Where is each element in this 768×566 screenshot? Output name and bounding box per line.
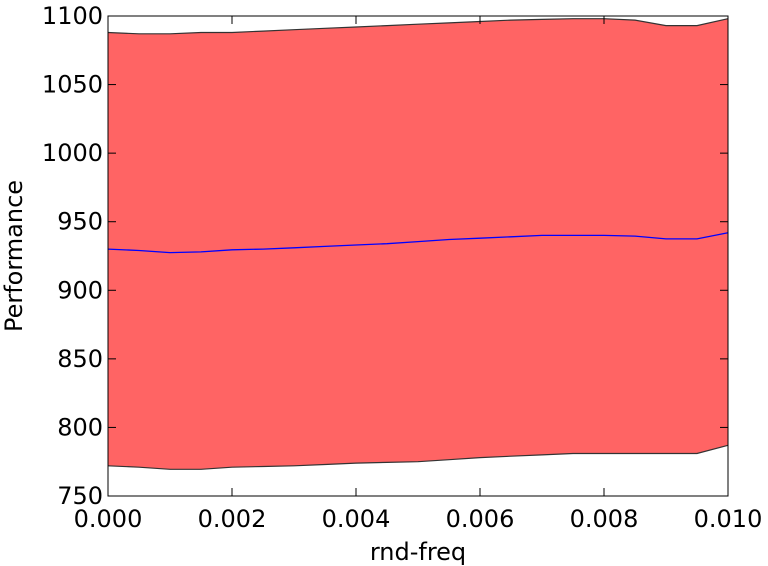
y-axis-title: Performance bbox=[0, 180, 28, 332]
y-tick-label: 900 bbox=[57, 276, 103, 304]
y-tick-label: 950 bbox=[57, 208, 103, 236]
x-tick-label: 0.004 bbox=[322, 505, 391, 533]
y-tick-label: 1000 bbox=[42, 139, 103, 167]
upper-bound-line bbox=[107, 18, 729, 35]
x-tick-label: 0.010 bbox=[694, 505, 763, 533]
mean-line bbox=[107, 232, 729, 254]
plot-frame bbox=[107, 15, 729, 497]
x-tick-label: 0.006 bbox=[446, 505, 515, 533]
y-tick-label: 850 bbox=[57, 345, 103, 373]
y-tick-label: 750 bbox=[57, 482, 103, 510]
plot-area bbox=[107, 15, 729, 497]
x-tick-label: 0.002 bbox=[198, 505, 267, 533]
y-tick-label: 800 bbox=[57, 413, 103, 441]
x-tick-label: 0.008 bbox=[570, 505, 639, 533]
y-tick-label: 1100 bbox=[42, 2, 103, 30]
std-band bbox=[108, 18, 728, 470]
lower-bound-line bbox=[107, 444, 729, 470]
y-tick-label: 1050 bbox=[42, 71, 103, 99]
x-tick-label: 0.000 bbox=[74, 505, 143, 533]
axis-ticks: 0.000 0.002 0.004 0.006 0.008 0.010 750 800 850 9… bbox=[42, 2, 762, 533]
x-axis-title: rnd-freq bbox=[370, 538, 466, 566]
